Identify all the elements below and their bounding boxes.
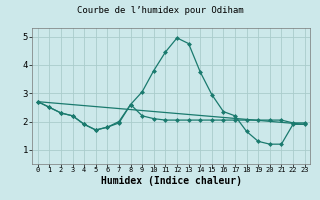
- Text: Courbe de l’humidex pour Odiham: Courbe de l’humidex pour Odiham: [77, 6, 243, 15]
- X-axis label: Humidex (Indice chaleur): Humidex (Indice chaleur): [101, 176, 242, 186]
